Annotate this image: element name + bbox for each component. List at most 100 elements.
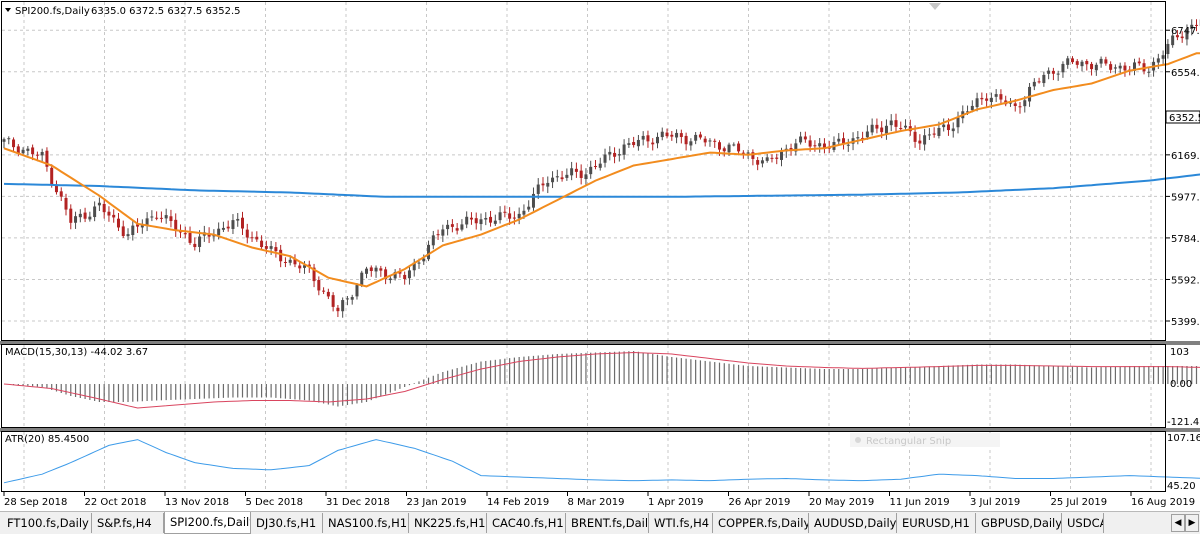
candle-body — [274, 247, 278, 252]
tab-nk225-fs-h1[interactable]: NK225.fs,H1 — [409, 513, 487, 533]
candle-body — [1008, 102, 1012, 104]
candle-body — [956, 117, 960, 128]
candle-body — [21, 149, 25, 154]
candle-body — [431, 235, 435, 246]
candle-body — [307, 264, 311, 267]
scroll-marker-icon[interactable] — [929, 3, 941, 10]
date-tick-label: 28 Sep 2018 — [4, 497, 67, 508]
tab-cac40-fs-h1[interactable]: CAC40.fs,H1 — [487, 513, 566, 533]
tab-audusd-daily[interactable]: AUDUSD,Daily — [809, 513, 897, 533]
candle-body — [741, 152, 745, 154]
date-tick-label: 3 Jul 2019 — [970, 497, 1020, 508]
slow-moving-average-line — [3, 173, 1200, 198]
candle-body — [894, 120, 898, 127]
candle-body — [1094, 64, 1098, 71]
candle-body — [632, 142, 636, 146]
candle-body — [856, 137, 860, 139]
candle-body — [617, 154, 621, 156]
tab-eurusd-h1[interactable]: EURUSD,H1 — [897, 513, 976, 533]
candle-body — [465, 216, 469, 225]
tab-brent-fs-daily[interactable]: BRENT.fs,Daily — [566, 513, 649, 533]
candle-body — [641, 135, 645, 140]
tab-usdcad[interactable]: USDCAD — [1062, 513, 1104, 533]
candle-body — [489, 216, 493, 223]
macd-tick-top: 103 — [1170, 347, 1189, 358]
candle-body — [536, 184, 540, 194]
candle-body — [360, 272, 364, 285]
candle-body — [1185, 29, 1189, 40]
candle-body — [627, 143, 631, 145]
candle-body — [40, 151, 44, 156]
tab-label: WTI.fs,H4 — [654, 516, 710, 530]
tab-spi200-fs-daily[interactable]: SPI200.fs,Daily — [164, 512, 251, 534]
candle-body — [989, 97, 993, 103]
candle-body — [183, 233, 187, 235]
candle-body — [1018, 106, 1022, 108]
ohlc-label: 6335.0 6372.5 6327.5 6352.5 — [91, 6, 241, 17]
candle-body — [97, 202, 101, 206]
candle-body — [226, 226, 230, 229]
date-tick-label: 25 Jul 2019 — [1051, 497, 1108, 508]
candle-body — [260, 240, 264, 248]
candle-body — [899, 128, 903, 130]
candle-body — [803, 136, 807, 140]
candle-body — [522, 210, 526, 215]
date-tick-label: 5 Dec 2018 — [246, 497, 304, 508]
candle-body — [336, 307, 340, 312]
tab-s-p-fs-h4[interactable]: S&P.fs,H4 — [92, 513, 164, 533]
candle-body — [708, 140, 712, 142]
candle-body — [1104, 59, 1108, 64]
atr-line — [3, 439, 1200, 484]
candle-body — [846, 144, 850, 146]
candle-body — [279, 249, 283, 262]
candle-body — [1156, 58, 1160, 63]
tab-dj30-fs-h1[interactable]: DJ30.fs,H1 — [251, 513, 323, 533]
snip-label: Rectangular Snip — [866, 436, 951, 447]
tab-scroll-right-button[interactable]: ▶ — [1185, 514, 1199, 532]
candle-body — [937, 127, 941, 136]
candle-body — [7, 138, 11, 140]
chart-tab-bar: FT100.fs,Daily S&P.fs,H4 SPI200.fs,Daily DJ… — [0, 511, 1200, 534]
tab-label: NK225.fs,H1 — [414, 516, 486, 530]
candle-body — [78, 213, 82, 218]
candle-body — [722, 148, 726, 152]
candle-body — [312, 267, 316, 282]
candle-body — [231, 220, 235, 229]
candle-body — [574, 168, 578, 172]
candle-body — [116, 218, 120, 228]
candle-body — [946, 124, 950, 131]
tab-nas100-fs-h1[interactable]: NAS100.fs,H1 — [323, 513, 409, 533]
candle-body — [331, 295, 335, 307]
candle-body — [283, 261, 287, 263]
tab-label: NAS100.fs,H1 — [328, 516, 408, 530]
tab-label: FT100.fs,Daily — [7, 516, 89, 530]
macd-tick-zero: 0.00 — [1170, 379, 1192, 390]
price-tick-label: 6554.5 — [1171, 68, 1200, 79]
candle-body — [174, 219, 178, 231]
candle-body — [551, 177, 555, 183]
tab-gbpusd-daily[interactable]: GBPUSD,Daily — [976, 513, 1062, 533]
tab-label: EURUSD,H1 — [902, 516, 970, 530]
candle-body — [1137, 61, 1141, 64]
candle-body — [1051, 70, 1055, 74]
tab-copper-fs-daily[interactable]: COPPER.fs,Daily — [713, 513, 809, 533]
candle-body — [1013, 103, 1017, 106]
candle-body — [980, 97, 984, 100]
candle-body — [789, 148, 793, 151]
main-panel-header: SPI200.fs,Daily 6335.0 6372.5 6327.5 635… — [5, 3, 941, 17]
tab-label: AUDUSD,Daily — [814, 516, 897, 530]
candle-body — [698, 134, 702, 138]
arrow-left-icon: ◀ — [1174, 518, 1182, 528]
collapse-triangle-icon[interactable] — [5, 8, 11, 12]
candle-body — [303, 265, 307, 268]
tab-scroll-left-button[interactable]: ◀ — [1171, 514, 1185, 532]
chart-background — [0, 0, 1200, 511]
candle-body — [718, 142, 721, 150]
candle-body — [150, 216, 154, 218]
candle-body — [951, 128, 955, 132]
tab-ft100-fs-daily[interactable]: FT100.fs,Daily — [2, 513, 92, 533]
candle-body — [889, 120, 893, 126]
tab-wti-fs-h4[interactable]: WTI.fs,H4 — [649, 513, 713, 533]
candle-body — [2, 139, 6, 142]
